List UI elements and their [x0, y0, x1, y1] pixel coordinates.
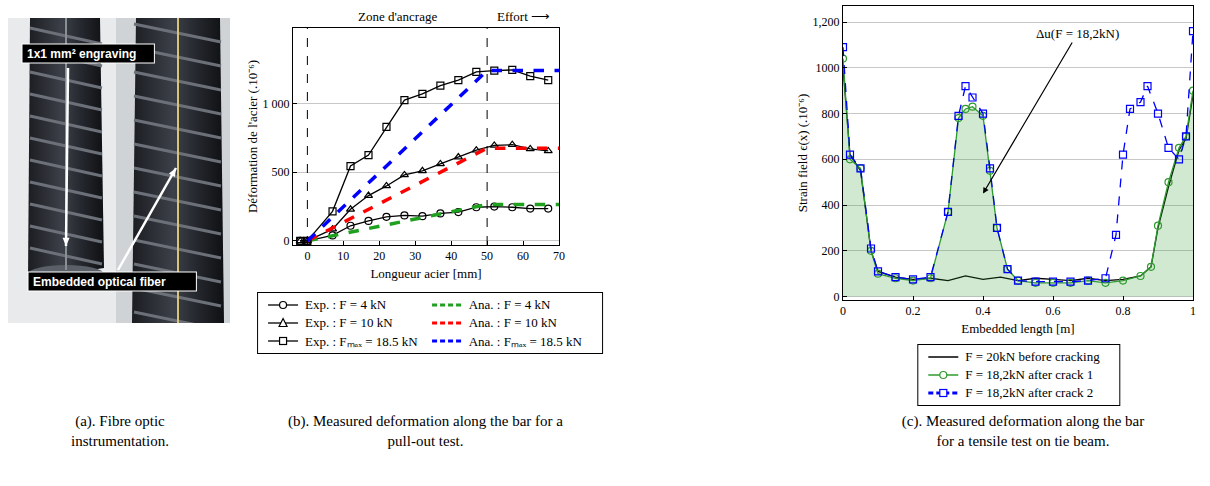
svg-text:0.6: 0.6 — [1046, 304, 1061, 318]
html-text:Exp. : F = 4 kN: Exp. : F = 4 kN — [305, 297, 387, 312]
svg-text:Effort ⟶: Effort ⟶ — [497, 9, 550, 24]
html-text:Exp. : F = 10 kN: Exp. : F = 10 kN — [305, 315, 393, 330]
svg-text:60: 60 — [517, 249, 529, 263]
html-text:F = 18,2kN after crack 1: F = 18,2kN after crack 1 — [965, 367, 1094, 382]
html-text:Ana. : Fₘₐₓ = 18.5 kN: Ana. : Fₘₐₓ = 18.5 kN — [468, 334, 582, 349]
svg-text:200: 200 — [822, 244, 840, 258]
html-text:(c). Measured deformation alon: (c). Measured deformation along the bar … — [901, 413, 1145, 449]
svg-text:40: 40 — [445, 249, 457, 263]
html-text:F = 20kN before cracking: F = 20kN before cracking — [965, 349, 1100, 364]
svg-text:Embedded length [m]: Embedded length [m] — [961, 321, 1074, 336]
svg-text:0: 0 — [840, 304, 846, 318]
html-text:F = 18,2kN after crack 2: F = 18,2kN after crack 2 — [965, 385, 1094, 400]
svg-text:0.2: 0.2 — [906, 304, 921, 318]
svg-text:70: 70 — [553, 249, 565, 263]
svg-text:Longueur acier [mm]: Longueur acier [mm] — [370, 266, 481, 281]
svg-text:0: 0 — [304, 249, 310, 263]
svg-text:30: 30 — [409, 249, 421, 263]
svg-text:10: 10 — [337, 249, 349, 263]
svg-text:0.4: 0.4 — [976, 304, 991, 318]
svg-text:1 000: 1 000 — [263, 97, 290, 111]
svg-text:1,200: 1,200 — [813, 15, 840, 29]
svg-text:Δu(F = 18,2kN): Δu(F = 18,2kN) — [1036, 26, 1119, 41]
html-text:Ana. : F = 10 kN: Ana. : F = 10 kN — [468, 315, 557, 330]
svg-text:Zone d'ancrage: Zone d'ancrage — [358, 9, 437, 24]
svg-text:0: 0 — [284, 234, 290, 248]
svg-text:50: 50 — [481, 249, 493, 263]
svg-text:1x1 mm² engraving: 1x1 mm² engraving — [27, 47, 136, 61]
svg-text:Déformation de l'acier (.10⁻⁶): Déformation de l'acier (.10⁻⁶) — [245, 60, 260, 213]
svg-text:Embedded optical fiber: Embedded optical fiber — [33, 275, 166, 289]
svg-text:1000: 1000 — [816, 61, 840, 75]
svg-text:Strain field ϵ(x) (.10⁻⁶): Strain field ϵ(x) (.10⁻⁶) — [795, 94, 810, 213]
svg-text:400: 400 — [822, 198, 840, 212]
svg-text:500: 500 — [272, 165, 290, 179]
svg-text:0: 0 — [834, 290, 840, 304]
html-text:(b). Measured deformation alon: (b). Measured deformation along the bar … — [288, 413, 563, 449]
html-text:Exp. : Fₘₐₓ = 18.5 kN: Exp. : Fₘₐₓ = 18.5 kN — [305, 334, 418, 349]
svg-text:1: 1 — [1190, 304, 1196, 318]
svg-text:20: 20 — [373, 249, 385, 263]
svg-text:800: 800 — [822, 107, 840, 121]
html-text:Ana. : F = 4 kN: Ana. : F = 4 kN — [468, 297, 551, 312]
svg-text:0.8: 0.8 — [1116, 304, 1131, 318]
svg-text:600: 600 — [822, 152, 840, 166]
html-text:(a). Fibre optic instrumentati: (a). Fibre optic instrumentation. — [71, 413, 169, 449]
